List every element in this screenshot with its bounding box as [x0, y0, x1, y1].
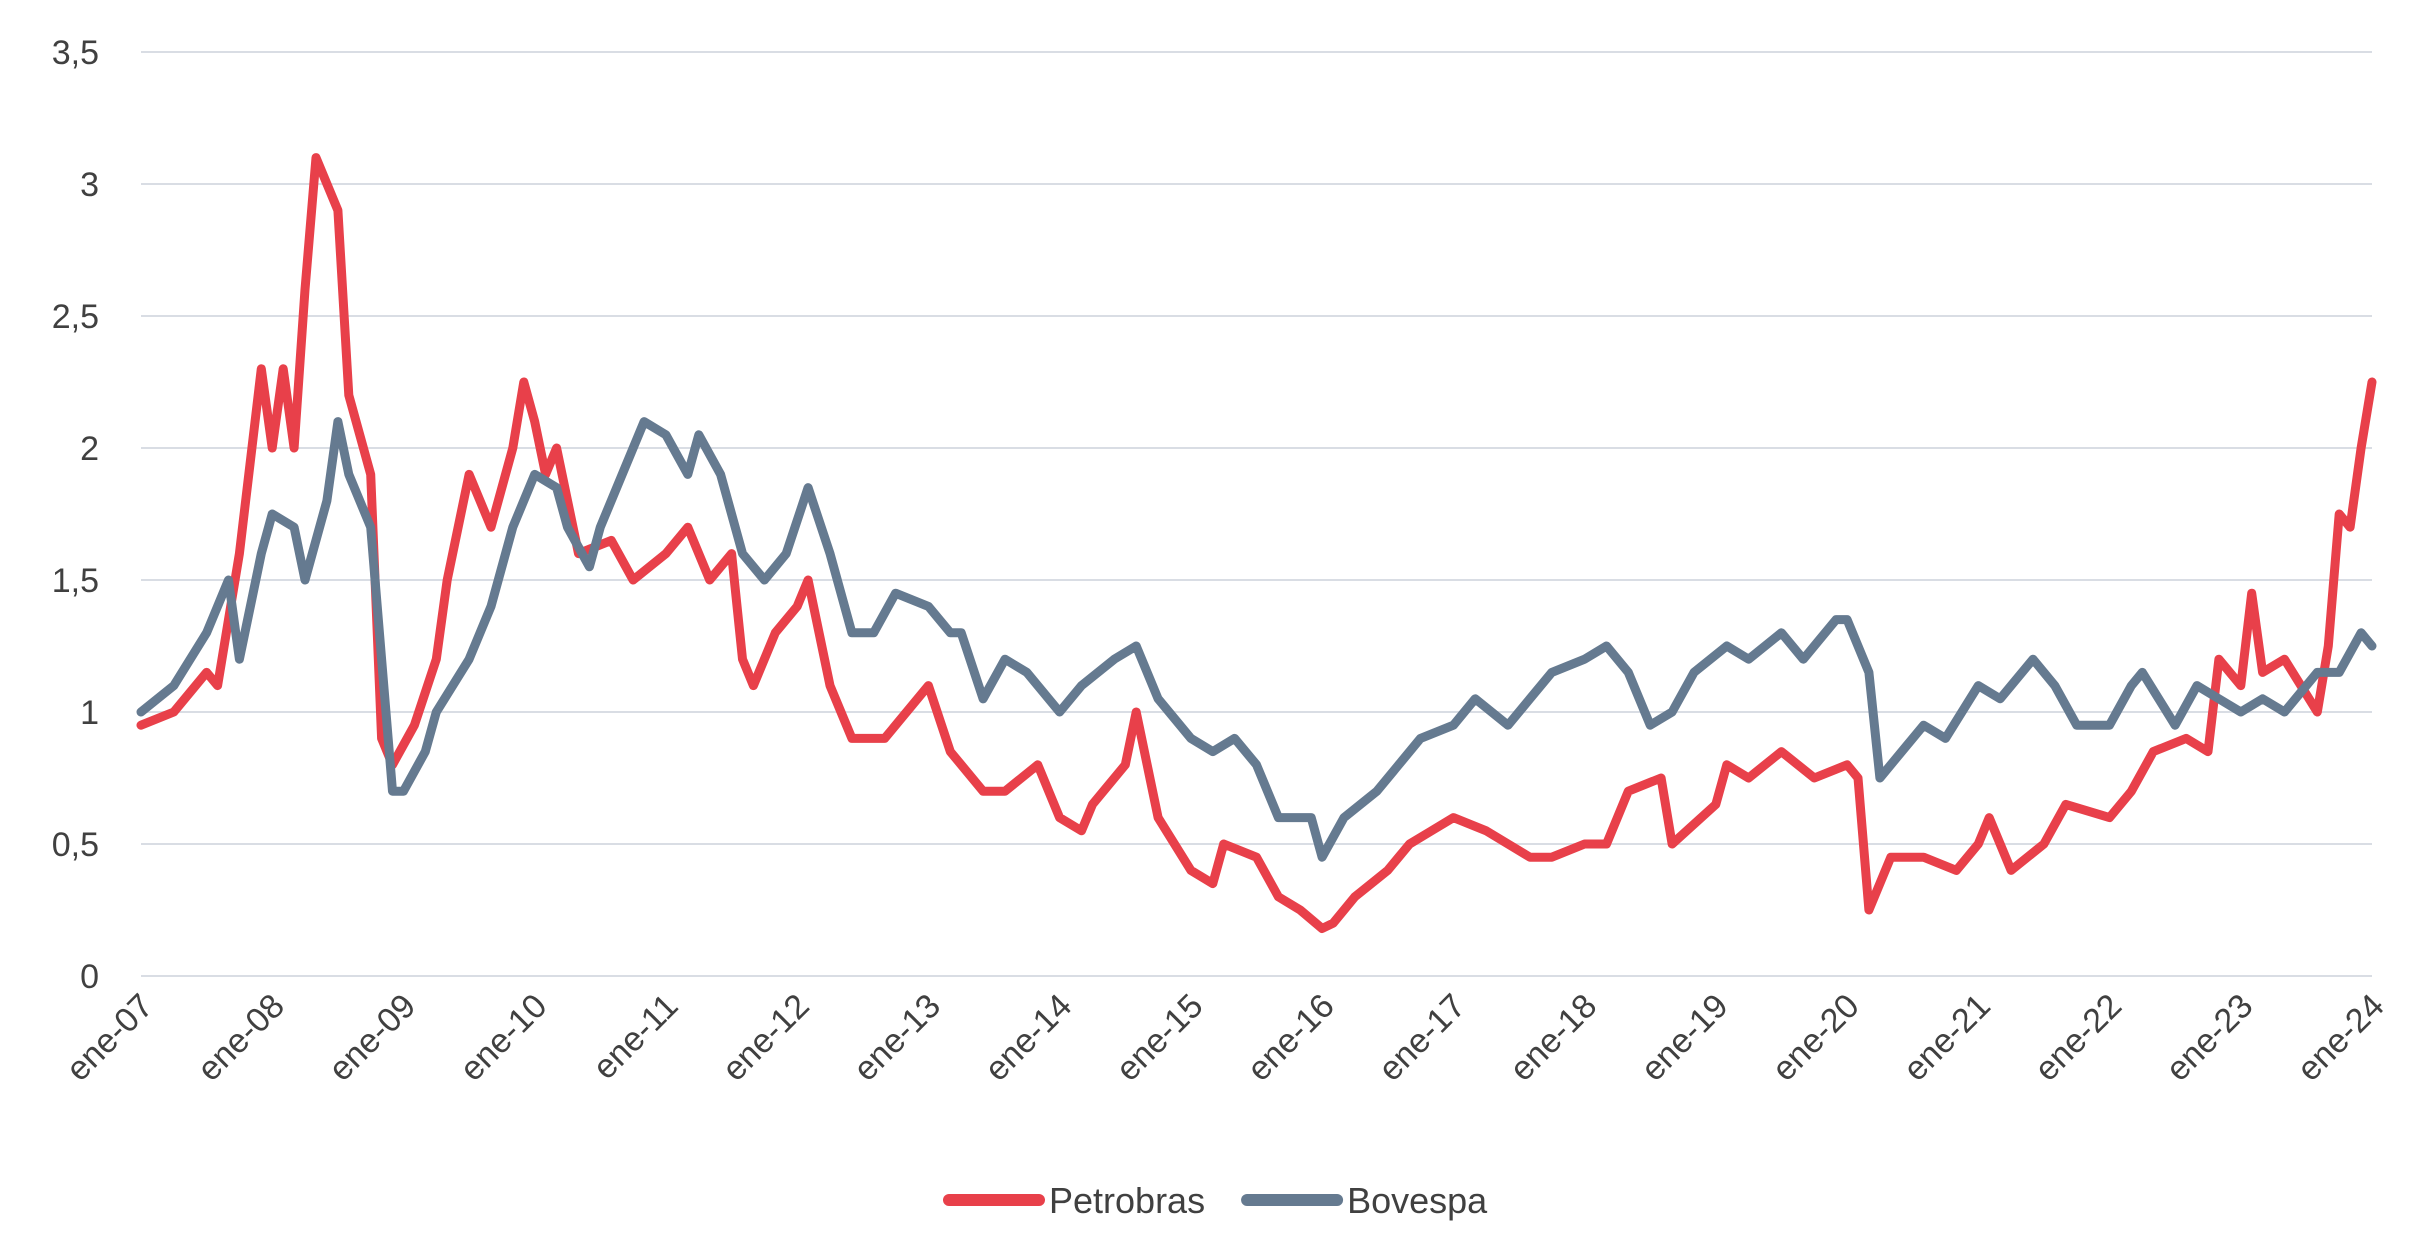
y-tick-label: 3: [80, 166, 99, 204]
x-tick-label: ene-15: [1109, 987, 1211, 1089]
y-tick-label: 2,5: [52, 298, 99, 336]
x-tick-label: ene-07: [59, 987, 161, 1089]
x-tick-label: ene-17: [1371, 987, 1473, 1089]
x-tick-label: ene-21: [1896, 987, 1998, 1089]
x-tick-label: ene-23: [2159, 987, 2261, 1089]
legend-label-petrobras: Petrobras: [1049, 1180, 1205, 1221]
x-tick-label: ene-22: [2027, 987, 2129, 1089]
x-tick-label: ene-08: [190, 987, 292, 1089]
x-tick-label: ene-10: [453, 987, 555, 1089]
x-tick-label: ene-18: [1503, 987, 1605, 1089]
series-lines: [136, 153, 2377, 933]
x-axis-ticks: ene-07 ene-08 ene-09 ene-10 ene-11 ene-12 ene-…: [59, 987, 2392, 1089]
legend: Petrobras Bovespa: [943, 1180, 1488, 1221]
x-tick-label: ene-12: [715, 987, 817, 1089]
y-axis-ticks: 0 0,5 1 1,5 2 2,5 3 3,5: [52, 34, 99, 996]
x-tick-label: ene-11: [586, 987, 686, 1087]
legend-label-bovespa: Bovespa: [1347, 1180, 1488, 1221]
y-tick-label: 0,5: [52, 826, 99, 864]
x-tick-label: ene-19: [1634, 987, 1736, 1089]
x-tick-label: ene-14: [978, 987, 1080, 1089]
y-tick-label: 0: [80, 958, 99, 996]
x-tick-label: ene-24: [2290, 987, 2392, 1089]
y-tick-label: 2: [80, 430, 99, 468]
x-tick-label: ene-16: [1240, 987, 1342, 1089]
x-tick-label: ene-13: [846, 987, 948, 1089]
series-line-petrobras: [136, 153, 2377, 933]
x-tick-label: ene-20: [1765, 987, 1867, 1089]
series-line-bovespa: [136, 417, 2377, 862]
y-tick-label: 1: [80, 694, 99, 732]
y-tick-label: 1,5: [52, 562, 99, 600]
gridlines: [141, 51, 2372, 977]
x-tick-label: ene-09: [321, 987, 423, 1089]
y-tick-label: 3,5: [52, 34, 99, 72]
